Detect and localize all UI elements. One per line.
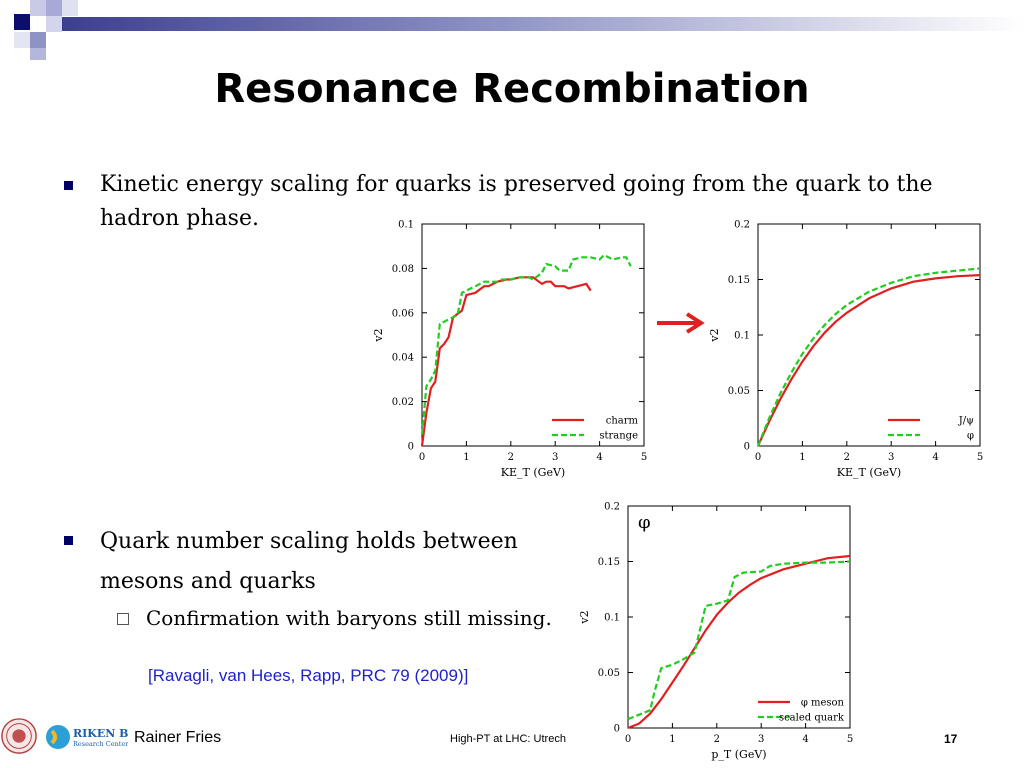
x-tick-label: 0 xyxy=(755,452,761,463)
bullet-line: Quark number scaling holds between xyxy=(100,529,518,554)
y-tick-label: 0.05 xyxy=(598,668,620,679)
plot-frame xyxy=(757,223,981,447)
plot-frame xyxy=(627,505,851,729)
y-tick-label: 0.2 xyxy=(734,220,750,231)
series-line-dashed xyxy=(420,253,632,435)
right-arrow-icon xyxy=(657,312,705,334)
y-tick-label: 0 xyxy=(744,442,750,453)
chart-title: φ xyxy=(638,512,651,533)
y-tick-label: 0.04 xyxy=(392,353,414,364)
bullet-text: Quark number scaling holds between meson… xyxy=(100,522,518,602)
x-tick-label: 5 xyxy=(977,452,983,463)
x-tick-label: 4 xyxy=(932,452,938,463)
legend-label: charm xyxy=(606,416,639,427)
legend-label: φ xyxy=(967,431,974,442)
bullet-line: mesons and quarks xyxy=(100,569,316,594)
y-axis-label: v2 xyxy=(578,610,591,624)
x-axis-label: KE_T (GeV) xyxy=(837,466,901,479)
legend-label: strange xyxy=(599,431,638,442)
y-tick-label: 0 xyxy=(408,442,414,453)
series-line-solid xyxy=(756,274,981,447)
v2-vs-ket-hadrons-chart: 0 1 2 3 4 5 0 0.05 0.1 0.15 0.2 KE_T (GeV) v2 J/ψ φ xyxy=(704,214,994,486)
x-tick-label: 0 xyxy=(419,452,425,463)
x-tick-label: 1 xyxy=(463,452,469,463)
x-tick-label: 2 xyxy=(508,452,514,463)
legend-label: scaled quark xyxy=(779,713,845,724)
y-tick-label: 0.2 xyxy=(604,502,620,513)
y-tick-label: 0.1 xyxy=(604,613,620,624)
x-tick-label: 4 xyxy=(802,734,808,745)
bullet-marker xyxy=(64,181,73,190)
y-tick-label: 0.1 xyxy=(734,331,750,342)
sub-bullet-marker xyxy=(117,613,129,625)
y-tick-label: 0.1 xyxy=(398,220,414,231)
bullet-line: Kinetic energy scaling for quarks is pre… xyxy=(100,172,933,197)
x-tick-label: 3 xyxy=(888,452,894,463)
x-tick-label: 1 xyxy=(669,734,675,745)
bullet-marker xyxy=(64,536,73,545)
x-tick-label: 4 xyxy=(596,452,602,463)
riken-bnl-logo: RIKEN BNL Research Center xyxy=(46,725,128,749)
x-tick-label: 2 xyxy=(714,734,720,745)
v2-vs-ket-quarks-chart: 0 1 2 3 4 5 0 0.02 0.04 0.06 0.08 0.1 KE_T (GeV) v2 ch… xyxy=(368,214,658,486)
bullet-line: hadron phase. xyxy=(100,206,259,231)
citation-text: [Ravagli, van Hees, Rapp, PRC 79 (2009)] xyxy=(148,666,469,685)
x-tick-label: 5 xyxy=(847,734,853,745)
y-tick-label: 0.15 xyxy=(728,275,750,286)
plot-frame xyxy=(421,223,645,447)
sub-bullet-text: Confirmation with baryons still missing. xyxy=(146,606,552,630)
logo-subtext: Research Center xyxy=(73,740,128,748)
page-number: 17 xyxy=(944,732,958,746)
y-tick-label: 0.08 xyxy=(392,264,414,275)
y-tick-label: 0.05 xyxy=(728,386,750,397)
legend-label: φ meson xyxy=(801,698,845,709)
header-decoration xyxy=(14,0,1024,60)
university-seal-logo xyxy=(1,718,37,754)
y-axis-label: v2 xyxy=(708,328,721,342)
logo-text: RIKEN BNL xyxy=(73,727,128,740)
x-tick-label: 3 xyxy=(552,452,558,463)
v2-vs-pt-phi-chart: 0 1 2 3 4 5 0 0.05 0.1 0.15 0.2 p_T (GeV) v2 φ φ meson… xyxy=(574,496,864,768)
x-tick-label: 1 xyxy=(799,452,805,463)
slide-title: Resonance Recombination xyxy=(214,66,810,112)
footer-author: Rainer Fries xyxy=(134,729,222,746)
y-tick-label: 0 xyxy=(614,724,620,735)
y-tick-label: 0.02 xyxy=(392,397,414,408)
x-tick-label: 2 xyxy=(844,452,850,463)
y-tick-label: 0.15 xyxy=(598,557,620,568)
footer-conference: High-PT at LHC: Utrech xyxy=(450,733,566,745)
x-axis-label: p_T (GeV) xyxy=(711,748,766,761)
x-tick-label: 5 xyxy=(641,452,647,463)
series-line-solid xyxy=(627,554,851,730)
y-tick-label: 0.06 xyxy=(392,308,414,319)
legend-label: J/ψ xyxy=(958,416,974,427)
series-line-dashed xyxy=(756,267,981,447)
x-tick-label: 3 xyxy=(758,734,764,745)
bullet-text: Kinetic energy scaling for quarks is pre… xyxy=(100,168,933,236)
x-axis-label: KE_T (GeV) xyxy=(501,466,565,479)
y-axis-label: v2 xyxy=(372,328,385,342)
series-line-dashed xyxy=(627,560,851,721)
x-tick-label: 0 xyxy=(625,734,631,745)
